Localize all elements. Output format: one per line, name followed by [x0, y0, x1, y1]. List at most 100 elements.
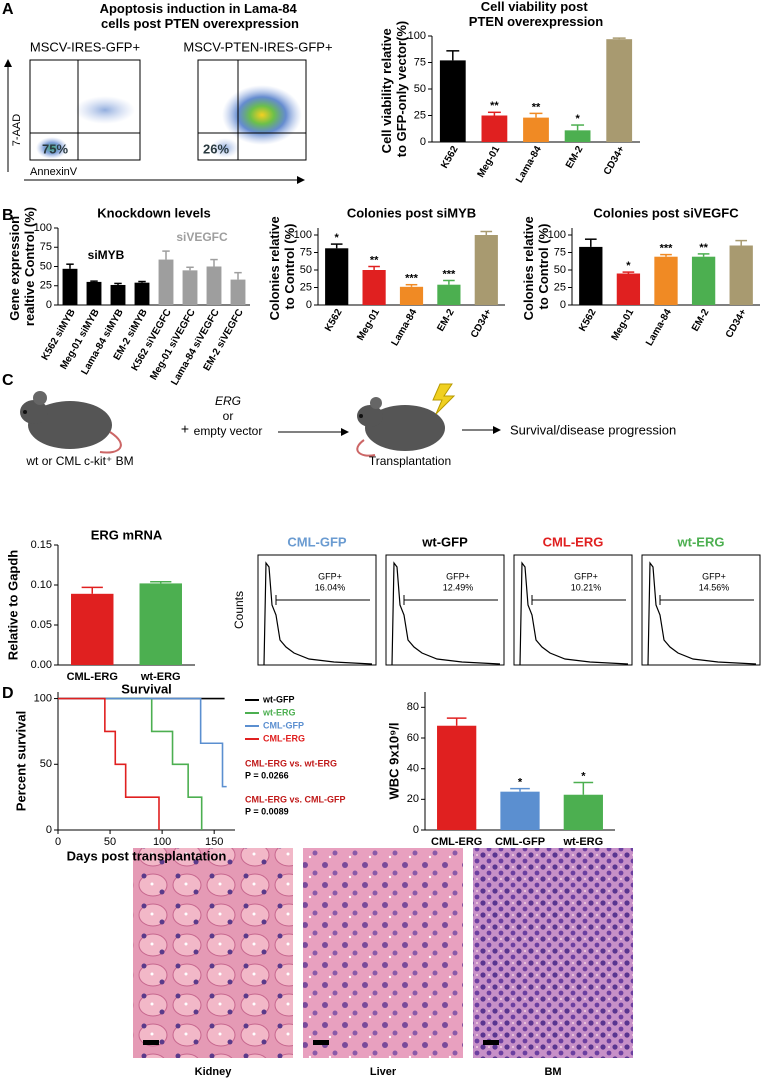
- gate-label: GFP+: [574, 571, 598, 581]
- panel-label: B: [2, 207, 14, 224]
- mouse-icon: [356, 383, 456, 457]
- y-tick-label: 80: [407, 701, 419, 713]
- flow-plot: [29, 59, 141, 161]
- bar: [474, 235, 498, 305]
- bar: [399, 286, 424, 305]
- bar: [62, 268, 78, 305]
- histogram-trace: [263, 561, 373, 666]
- histogram-trace: [519, 561, 629, 666]
- y-tick-label: 0.00: [31, 659, 52, 671]
- bar: [564, 130, 591, 142]
- bar: [437, 284, 461, 305]
- panel-label: C: [2, 372, 14, 389]
- y-tick-label: 20: [407, 793, 419, 805]
- y-tick-label: 50: [40, 758, 52, 770]
- group-label: siMYB: [88, 248, 125, 262]
- significance-label: ***: [442, 268, 456, 280]
- histology-image: [303, 848, 463, 1058]
- x-tick-label: K562: [323, 307, 345, 334]
- x-tick-label: EM-2: [435, 307, 457, 334]
- y-axis-label: WBC 9x10⁹/l: [386, 723, 401, 800]
- x-tick-label: CD34+: [602, 144, 627, 177]
- y-tick-label: 50: [554, 264, 566, 276]
- y-tick-label: 25: [414, 109, 426, 121]
- x-tick-label: wt-ERG: [562, 836, 603, 848]
- x-tick-label: Lama-84: [514, 144, 544, 185]
- y-tick-label: 0: [46, 824, 52, 836]
- x-tick-label: 100: [153, 836, 171, 848]
- bar: [134, 282, 150, 305]
- diagram-label: wt or CML c-kit⁺ BM: [25, 454, 133, 468]
- bar: [86, 281, 102, 305]
- gate-label: GFP+: [702, 571, 726, 581]
- y-tick-label: 0: [420, 136, 426, 148]
- flow-frame: [641, 554, 761, 666]
- x-tick-label: CML-ERG: [431, 836, 482, 848]
- diagram-label: Transplantation: [369, 454, 451, 468]
- panel-label: A: [2, 1, 14, 18]
- legend-label: wt-ERG: [262, 707, 296, 717]
- y-tick-label: 75: [414, 56, 426, 68]
- diagram-label: or: [223, 409, 234, 423]
- bar: [230, 279, 246, 305]
- y-tick-label: 60: [407, 732, 419, 744]
- gate-percent: 75%: [42, 141, 68, 156]
- y-tick-label: 0: [46, 299, 52, 311]
- bar: [362, 270, 386, 305]
- scale-bar: [313, 1040, 329, 1045]
- gate-percent: 14.56%: [699, 582, 730, 592]
- x-tick-label: CML-GFP: [495, 836, 545, 848]
- y-axis-label: Relative to Gapdh: [5, 550, 20, 661]
- y-axis-label: Cell viability relative to GFP-only vect…: [379, 21, 409, 158]
- x-axis-label: Days post transplantation: [67, 848, 227, 863]
- mouse-icon: [20, 391, 122, 454]
- y-tick-label: 25: [300, 281, 312, 293]
- gate-percent: 10.21%: [571, 582, 602, 592]
- scale-bar: [143, 1040, 159, 1045]
- y-tick-label: 0: [413, 824, 419, 836]
- x-tick-label: CD34+: [469, 307, 494, 340]
- significance-label: ***: [405, 273, 419, 285]
- x-tick-label: Meg-01: [610, 307, 637, 343]
- y-axis-label: Percent survival: [13, 711, 28, 811]
- group-label: siVEGFC: [176, 230, 228, 244]
- x-tick-label: EM-2: [564, 144, 586, 171]
- axis-label: AnnexinV: [30, 166, 78, 178]
- axis-label: Counts: [232, 591, 246, 629]
- significance-label: **: [532, 101, 541, 113]
- scale-bar: [483, 1040, 499, 1045]
- plot-label: MSCV-IRES-GFP+: [30, 39, 140, 54]
- significance-label: ***: [660, 243, 674, 255]
- gate-label: GFP+: [318, 571, 342, 581]
- diagram-label: Survival/disease progression: [510, 422, 676, 437]
- bar: [437, 725, 477, 830]
- panel-label: D: [2, 685, 14, 702]
- stat-annotation: P = 0.0089: [245, 806, 289, 816]
- bar: [616, 273, 641, 305]
- y-tick-label: 40: [407, 763, 419, 775]
- significance-label: **: [490, 100, 499, 112]
- y-tick-label: 100: [34, 222, 52, 234]
- x-tick-label: Lama-84: [644, 307, 674, 348]
- bar: [439, 60, 466, 142]
- legend-label: CML-GFP: [263, 720, 304, 730]
- x-tick-label: wt-ERG: [140, 671, 181, 683]
- histology-image: [473, 848, 633, 1058]
- bar: [606, 39, 633, 142]
- bar: [654, 256, 678, 305]
- significance-label: *: [518, 777, 523, 789]
- y-tick-label: 50: [300, 264, 312, 276]
- flow-frame: [385, 554, 505, 666]
- chart-title: Survival: [121, 681, 172, 696]
- bar: [481, 115, 508, 142]
- gate-label: GFP+: [446, 571, 470, 581]
- y-tick-label: 100: [548, 229, 566, 241]
- panel-title: Apoptosis induction in Lama-84 cells pos…: [100, 1, 301, 31]
- y-tick-label: 0: [306, 299, 312, 311]
- survival-line: [58, 697, 227, 788]
- bar: [158, 259, 174, 305]
- gate-percent: 16.04%: [315, 582, 346, 592]
- x-tick-label: 150: [205, 836, 223, 848]
- y-tick-label: 0.05: [31, 619, 52, 631]
- y-tick-label: 25: [554, 281, 566, 293]
